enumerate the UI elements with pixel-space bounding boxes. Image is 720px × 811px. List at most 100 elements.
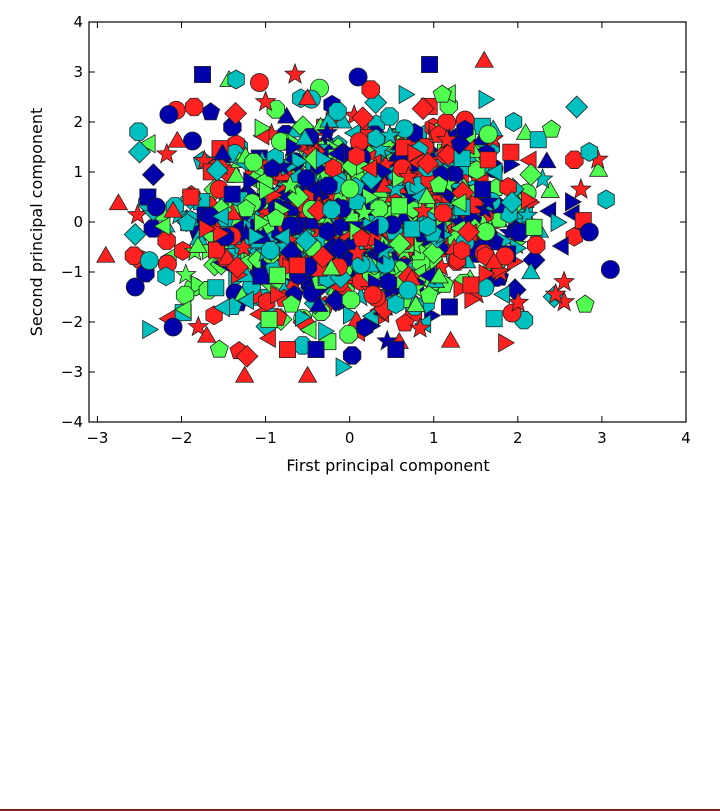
scatter-point — [449, 193, 467, 213]
scatter-point — [128, 140, 151, 164]
y-tick-label: −3 — [61, 363, 83, 381]
scatter-point — [440, 330, 461, 348]
scatter-point — [553, 270, 576, 292]
scatter-point — [380, 107, 399, 126]
scatter-point — [507, 291, 530, 312]
scatter-point — [318, 321, 336, 341]
scatter-point — [294, 307, 312, 327]
scatter-point — [376, 329, 399, 351]
scatter-point — [477, 190, 500, 211]
scatter-point — [474, 50, 494, 68]
scatter-point — [498, 333, 516, 353]
scatter-point — [361, 80, 380, 99]
scatter-point — [341, 290, 361, 310]
y-tick-label: 1 — [73, 163, 83, 181]
scatter-point — [485, 162, 503, 182]
scatter-point — [432, 84, 452, 103]
scatter-point — [403, 220, 421, 238]
scatter-point — [153, 216, 171, 236]
y-tick-label: 4 — [73, 13, 83, 31]
scatter-point — [174, 299, 192, 320]
scatter-point — [551, 236, 569, 256]
x-tick-label: −2 — [170, 429, 192, 447]
scatter-point — [196, 325, 217, 343]
scatter-point — [387, 294, 405, 315]
scatter-point — [419, 216, 437, 237]
scatter-point — [207, 279, 225, 297]
scatter-point — [254, 90, 277, 112]
scatter-point — [201, 102, 221, 121]
scatter-point — [322, 200, 341, 219]
scatter-point — [478, 263, 496, 284]
scatter-point — [502, 143, 520, 161]
scatter-point — [163, 200, 183, 218]
page-bottom-rule — [0, 809, 720, 811]
scatter-point — [167, 130, 188, 148]
scatter-point — [474, 180, 492, 198]
scatter-point — [373, 237, 391, 257]
scatter-point — [273, 227, 291, 247]
y-axis: 4 3 2 1 0 −1 −2 −3 −4 — [61, 13, 686, 431]
scatter-point — [406, 295, 426, 312]
scatter-point — [308, 295, 329, 312]
scatter-point — [529, 131, 547, 149]
scatter-point — [429, 266, 449, 284]
scatter-point — [235, 344, 259, 368]
scatter-point — [198, 219, 216, 239]
x-tick-label: 1 — [429, 429, 439, 447]
x-tick-label: 0 — [345, 429, 355, 447]
scatter-point — [129, 122, 148, 141]
scatter-point — [183, 131, 202, 151]
scatter-point — [457, 220, 480, 244]
scatter-point — [411, 97, 435, 121]
scatter-point — [335, 357, 353, 377]
scatter-point — [525, 218, 543, 236]
scatter-point — [398, 84, 416, 105]
scatter-point — [96, 245, 116, 263]
scatter-point — [212, 143, 233, 161]
y-tick-label: 2 — [73, 113, 83, 131]
scatter-point — [398, 280, 418, 300]
x-axis-label: First principal component — [286, 456, 489, 475]
scatter-point — [108, 193, 129, 211]
scatter-point — [407, 143, 425, 164]
scatter-point — [565, 95, 589, 119]
scatter-point — [297, 169, 316, 188]
scatter-point — [369, 199, 389, 218]
scatter-point — [297, 88, 318, 106]
x-tick-label: −1 — [255, 429, 277, 447]
scatter-point — [550, 212, 568, 233]
scatter-point — [236, 290, 254, 311]
scatter-point — [502, 303, 522, 323]
scatter-point — [174, 263, 197, 285]
scatter-point — [519, 163, 543, 187]
scatter-point — [188, 235, 208, 253]
scatter-point — [302, 212, 322, 230]
scatter-point — [422, 241, 446, 265]
scatter-point — [416, 151, 440, 175]
scatter-point — [187, 315, 210, 337]
x-tick-label: 4 — [681, 429, 691, 447]
y-tick-label: −2 — [61, 313, 83, 331]
scatter-point — [250, 73, 269, 93]
scatter-point — [510, 222, 529, 242]
scatter-point — [299, 320, 317, 340]
scatter-point — [327, 236, 351, 260]
scatter-point — [388, 232, 412, 256]
scatter-point — [157, 266, 175, 287]
scatter-point — [328, 102, 347, 121]
scatter-point — [201, 207, 220, 226]
scatter-point — [283, 62, 307, 84]
scatter-point — [155, 142, 178, 164]
scatter-point — [212, 223, 230, 244]
scatter-point — [279, 341, 296, 359]
scatter-point — [139, 251, 159, 271]
scatter-point — [363, 285, 383, 305]
scatter-point — [493, 284, 510, 305]
scatter-point — [417, 187, 437, 204]
scatter-point — [348, 67, 368, 87]
scatter-point — [565, 150, 584, 169]
scatter-point — [397, 165, 420, 187]
scatter-point — [266, 208, 286, 227]
